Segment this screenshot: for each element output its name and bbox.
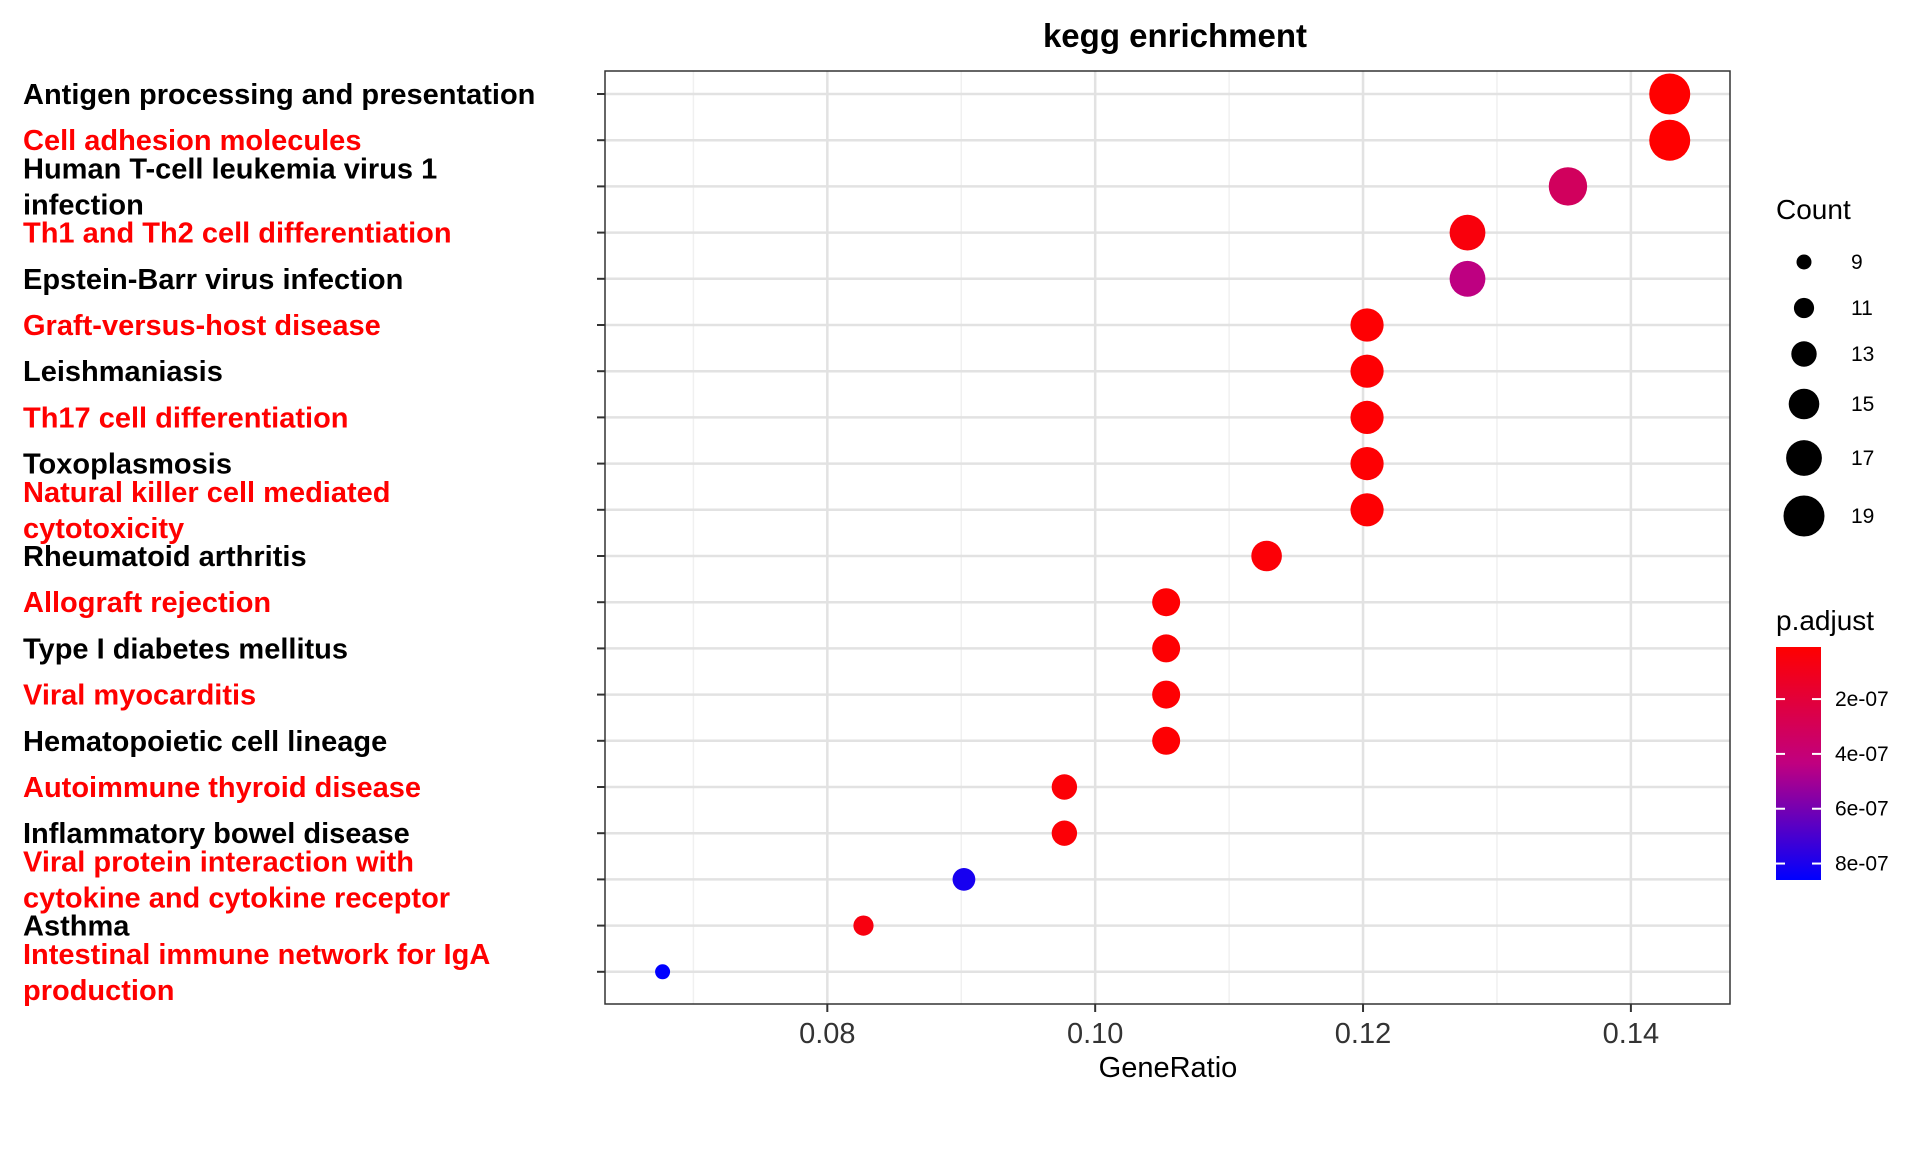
count-legend-key [1783, 495, 1825, 537]
count-legend-label: 9 [1851, 251, 1863, 274]
y-tick-label-line: cytokine and cytokine receptor [23, 882, 450, 914]
data-point [1449, 260, 1486, 297]
y-tick-label-line: Intestinal immune network for IgA [23, 939, 490, 971]
y-tick-label-line: production [23, 975, 174, 1007]
y-tick-label-line: Rheumatoid arthritis [23, 541, 307, 573]
data-point [1251, 540, 1282, 572]
y-tick-label: Asthma [23, 911, 130, 943]
y-tick-label-line: Leishmaniasis [23, 356, 223, 388]
x-tick-label: 0.10 [1067, 1018, 1123, 1050]
data-point [1152, 634, 1181, 663]
count-legend-key [1788, 388, 1820, 420]
y-tick-label: Human T-cell leukemia virus 1 infection [23, 153, 437, 221]
y-tick-label-line: Inflammatory bowel disease [23, 818, 410, 850]
data-point [1152, 726, 1181, 755]
data-point [1350, 493, 1384, 527]
y-tick-label: Antigen processing and presentation [23, 79, 535, 111]
y-tick-label: Epstein-Barr virus infection [23, 264, 403, 296]
count-legend-label: 11 [1851, 297, 1873, 320]
data-point [1051, 820, 1078, 846]
count-legend-key [1791, 341, 1817, 367]
chart-title: kegg enrichment [1043, 17, 1307, 54]
y-tick-label-line: Epstein-Barr virus infection [23, 264, 403, 296]
y-tick-label: Natural killer cell mediated cytotoxicity [23, 477, 390, 545]
padj-tick-label: 8e-07 [1835, 853, 1889, 876]
data-point [952, 868, 976, 891]
y-tick-label: Viral myocarditis [23, 680, 256, 712]
y-tick-label: Allograft rejection [23, 587, 271, 619]
data-point [853, 915, 874, 936]
y-tick-label: Th1 and Th2 cell differentiation [23, 218, 452, 250]
y-axis-ticks [597, 93, 605, 973]
x-axis-title: GeneRatio [1099, 1052, 1238, 1084]
y-tick-label-line: cytotoxicity [23, 513, 184, 545]
x-axis-ticks: 0.08 0.10 0.12 0.14 [799, 1004, 1659, 1050]
y-tick-label-line: Type I diabetes mellitus [23, 633, 348, 665]
padj-tick-label: 2e-07 [1835, 688, 1889, 711]
y-tick-label-line: Viral myocarditis [23, 680, 256, 712]
count-legend-key [1796, 254, 1812, 270]
y-tick-label: Autoimmune thyroid disease [23, 772, 421, 804]
count-legend-key [1793, 297, 1815, 319]
data-point [655, 964, 671, 980]
data-point [1051, 774, 1078, 800]
data-point [1350, 447, 1384, 481]
y-tick-label: Rheumatoid arthritis [23, 541, 307, 573]
points-layer [655, 73, 1691, 980]
data-point [1548, 167, 1588, 206]
data-point [1350, 400, 1384, 434]
x-tick-label: 0.08 [799, 1018, 855, 1050]
padj-legend-title: p.adjust [1776, 605, 1874, 636]
padj-colorbar [1776, 647, 1821, 880]
y-tick-label-line: Autoimmune thyroid disease [23, 772, 421, 804]
padj-legend-ticks: 2e-07 4e-07 6e-07 8e-07 [1776, 688, 1889, 876]
data-point [1350, 308, 1384, 342]
y-tick-label: Viral protein interaction with cytokine a… [23, 846, 450, 914]
y-tick-label: Cell adhesion molecules [23, 125, 361, 157]
count-legend-label: 13 [1851, 343, 1874, 366]
y-tick-label: Toxoplasmosis [23, 449, 232, 481]
data-point [1649, 119, 1691, 161]
data-point [1152, 588, 1181, 617]
y-axis-labels: Antigen processing and presentation Cell … [23, 79, 535, 1007]
data-point [1449, 214, 1486, 251]
padj-tick-label: 4e-07 [1835, 743, 1889, 766]
y-tick-label: Type I diabetes mellitus [23, 633, 348, 665]
y-tick-label: Inflammatory bowel disease [23, 818, 410, 850]
y-tick-label: Th17 cell differentiation [23, 402, 349, 434]
y-tick-label-line: Antigen processing and presentation [23, 79, 535, 111]
y-tick-label-line: Human T-cell leukemia virus 1 [23, 153, 437, 185]
y-tick-label-line: Viral protein interaction with [23, 846, 414, 878]
y-tick-label-line: infection [23, 189, 144, 221]
y-tick-label: Leishmaniasis [23, 356, 223, 388]
data-point [1649, 73, 1691, 115]
count-legend-label: 15 [1851, 393, 1874, 416]
y-tick-label: Hematopoietic cell lineage [23, 726, 387, 758]
plot-panel-border [604, 70, 1731, 1005]
padj-tick-label: 6e-07 [1835, 798, 1889, 821]
grid-layer [605, 71, 1730, 1004]
count-legend-label: 17 [1851, 447, 1874, 470]
y-tick-label-line: Allograft rejection [23, 587, 271, 619]
y-tick-label-line: Th1 and Th2 cell differentiation [23, 218, 452, 250]
count-legend-label: 19 [1851, 505, 1874, 528]
y-tick-label: Intestinal immune network for IgA product… [23, 939, 490, 1007]
data-point [1152, 680, 1181, 709]
y-tick-label-line: Toxoplasmosis [23, 449, 232, 481]
y-tick-label-line: Cell adhesion molecules [23, 125, 361, 157]
y-tick-label-line: Graft-versus-host disease [23, 310, 381, 342]
count-legend-title: Count [1776, 194, 1851, 225]
y-tick-label-line: Hematopoietic cell lineage [23, 726, 387, 758]
x-tick-label: 0.14 [1603, 1018, 1659, 1050]
data-point [1350, 354, 1384, 388]
y-tick-label-line: Natural killer cell mediated [23, 477, 390, 509]
count-legend-key [1786, 440, 1822, 476]
x-tick-label: 0.12 [1335, 1018, 1391, 1050]
y-tick-label-line: Asthma [23, 911, 130, 943]
plot-panel-background [605, 71, 1730, 1004]
count-legend: 9 11 13 15 17 19 [1783, 251, 1874, 537]
y-tick-label-line: Th17 cell differentiation [23, 402, 349, 434]
y-tick-label: Graft-versus-host disease [23, 310, 381, 342]
